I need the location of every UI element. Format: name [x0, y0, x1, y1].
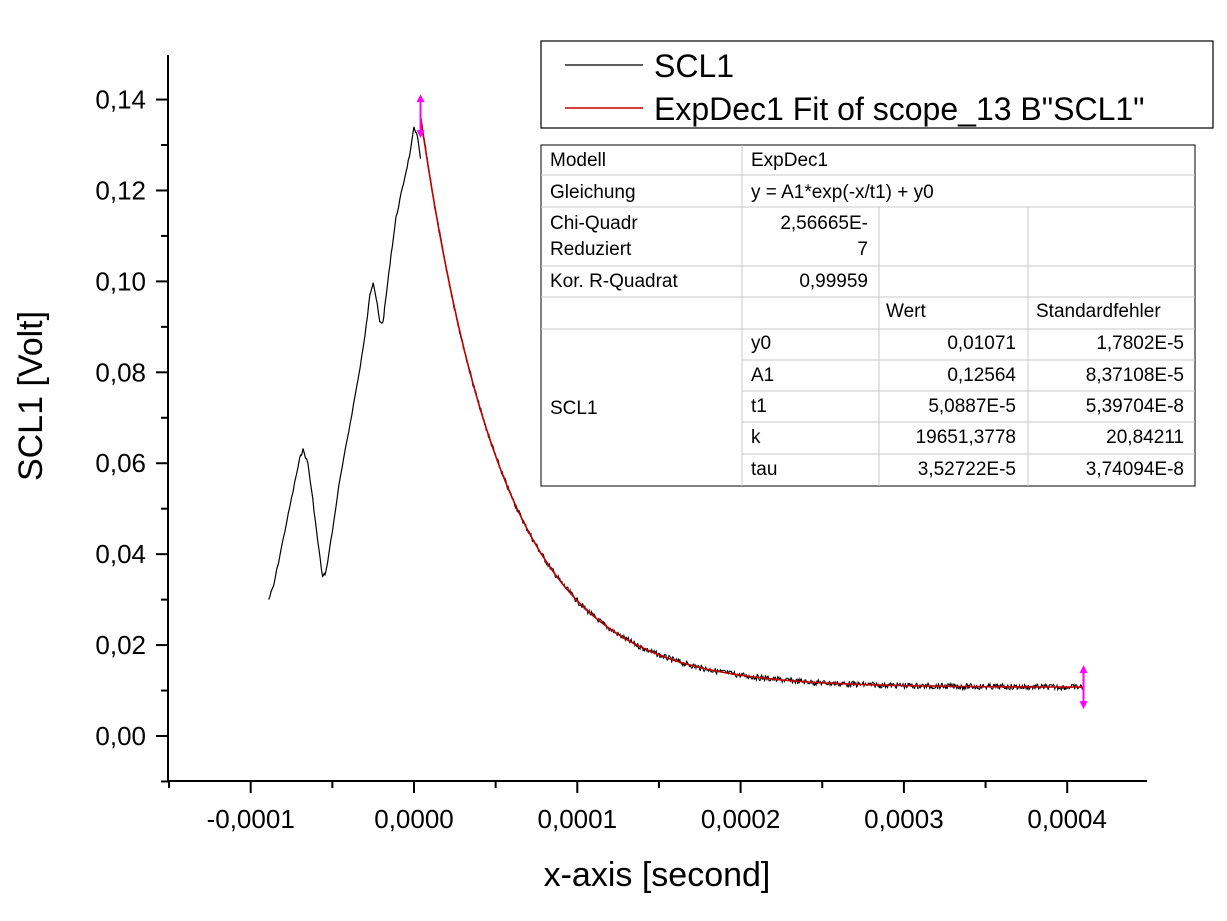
table-chi-value-line1: 2,56665E- [780, 213, 868, 234]
param-value: 0,12564 [947, 365, 1016, 386]
y-axis-title: SCL1 [Volt] [12, 311, 50, 481]
y-tick-label: 0,04 [95, 539, 146, 569]
table-r2-value: 0,99959 [799, 271, 868, 292]
table-frame [540, 144, 1196, 487]
table-col-header-value: Wert [886, 301, 926, 322]
x-tick-label: 0,0004 [1027, 804, 1107, 834]
x-tick-label: 0,0003 [864, 804, 944, 834]
table-model-value: ExpDec1 [751, 150, 828, 171]
fit-range-marker[interactable] [416, 94, 425, 139]
param-name: y0 [751, 333, 771, 354]
param-value: 19651,3778 [916, 427, 1016, 448]
param-error: 3,74094E-8 [1086, 459, 1184, 480]
y-tick-label: 0,14 [95, 85, 146, 115]
param-error: 5,39704E-8 [1086, 396, 1184, 417]
legend-label-scl1: SCL1 [654, 48, 734, 84]
legend: SCL1 ExpDec1 Fit of scope_13 B"SCL1" [540, 40, 1214, 129]
fit-results-table: Modell ExpDec1 Gleichung y = A1*exp(-x/t… [540, 144, 1196, 487]
table-chi-label-line2: Reduziert [550, 239, 632, 260]
x-tick-label: -0,0001 [207, 804, 295, 834]
table-r2-label: Kor. R-Quadrat [550, 271, 678, 292]
param-name: k [751, 427, 761, 448]
series-line-scl1-tail [420, 113, 1084, 692]
x-tick-label: 0,0001 [538, 804, 618, 834]
table-grid [541, 145, 1195, 486]
table-group-label: SCL1 [550, 398, 598, 419]
axes [167, 55, 1147, 782]
param-value: 5,0887E-5 [928, 396, 1016, 417]
y-tick-label: 0,00 [95, 721, 146, 751]
x-tick-label: 0,0002 [701, 804, 781, 834]
fit-range-marker[interactable] [1079, 665, 1088, 710]
param-value: 3,52722E-5 [918, 459, 1016, 480]
table-equation-label: Gleichung [550, 182, 636, 203]
param-error: 8,37108E-5 [1086, 365, 1184, 386]
axis-ticks: -0,0001 0,0000 0,0001 0,0002 0,0003 0,0004 0,0… [95, 85, 1107, 834]
param-value: 0,01071 [947, 333, 1016, 354]
table-col-header-error: Standardfehler [1036, 301, 1161, 322]
param-name: A1 [751, 365, 774, 386]
y-tick-label: 0,10 [95, 266, 146, 296]
legend-label-fit: ExpDec1 Fit of scope_13 B"SCL1" [654, 91, 1145, 127]
table-model-label: Modell [550, 150, 606, 171]
param-name: tau [751, 459, 777, 480]
y-tick-label: 0,06 [95, 448, 146, 478]
legend-box [540, 40, 1214, 129]
y-tick-label: 0,08 [95, 357, 146, 387]
param-name: t1 [751, 396, 767, 417]
table-chi-value-line2: 7 [857, 239, 868, 260]
x-tick-label: 0,0000 [374, 804, 454, 834]
x-axis-title: x-axis [second] [544, 856, 771, 894]
series-line-scl1 [268, 126, 422, 600]
series-line-expdec1-fit [419, 116, 1084, 688]
param-error: 1,7802E-5 [1096, 333, 1184, 354]
y-tick-label: 0,02 [95, 630, 146, 660]
plot-area [268, 94, 1088, 710]
table-equation-value: y = A1*exp(-x/t1) + y0 [751, 182, 934, 203]
y-tick-label: 0,12 [95, 175, 146, 205]
fit-range-markers [416, 94, 1088, 710]
table-chi-label-line1: Chi-Quadr [550, 213, 638, 234]
param-error: 20,84211 [1106, 427, 1184, 448]
